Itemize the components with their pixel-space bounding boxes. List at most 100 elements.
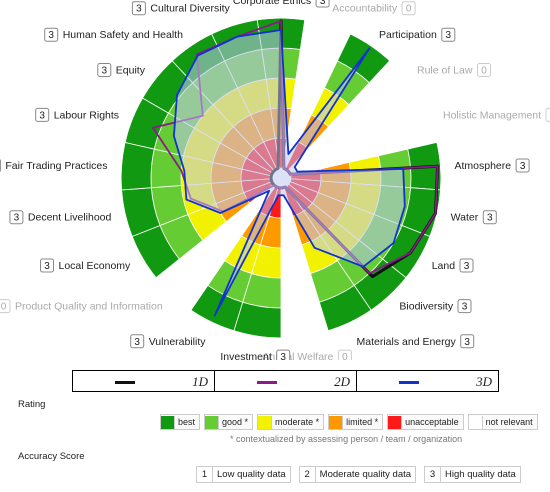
- score-box: [40, 258, 54, 273]
- radar-series: [152, 19, 440, 317]
- score-box: [401, 1, 416, 16]
- score-box: [337, 349, 352, 360]
- rating-legend: best good * moderate * limited * unacceptabl…: [160, 414, 538, 430]
- axis-label-vulnerability: Vulnerability 3: [130, 334, 207, 349]
- radar-labels: Corporate Ethics 3 Accountability 0 Particip…: [0, 0, 550, 360]
- rating-item-0: best: [160, 414, 201, 430]
- score-box: [477, 63, 491, 77]
- score-box: [441, 27, 456, 42]
- accuracy-item-0: 1 Low quality data: [196, 466, 291, 483]
- axis-name: Vulnerability: [149, 336, 207, 348]
- score-box: [131, 1, 146, 16]
- score-value: 3: [446, 30, 452, 41]
- rating-label: best: [178, 417, 196, 427]
- accuracy-title: Accuracy Score: [18, 451, 85, 462]
- axis-label-decent-livelihood: Decent Livelihood 3: [9, 210, 112, 225]
- legend-swatch-2d: [257, 381, 277, 384]
- axis-name: Water: [451, 212, 479, 224]
- legend-entry-1d: 1D: [73, 371, 214, 391]
- axis-name: Biodiversity: [399, 301, 453, 313]
- axis-label-fair-trading-practices: Fair Trading Practices3: [0, 159, 108, 172]
- score-box: [315, 0, 330, 8]
- axis-name: Product Quality and Information: [15, 301, 163, 313]
- rating-label: unacceptable: [405, 417, 459, 427]
- axis-name: Labour Rights: [54, 109, 119, 121]
- score-box: [130, 334, 145, 349]
- accuracy-legend: 1 Low quality data 2 Moderate quality data 3…: [196, 466, 521, 483]
- rating-swatch: [205, 415, 220, 429]
- rating-swatch: [258, 415, 273, 429]
- rating-item-1: good *: [204, 414, 254, 430]
- axis-name: Fair Trading Practices: [5, 160, 107, 172]
- score-value: 3: [102, 66, 108, 77]
- accuracy-item-1: 2 Moderate quality data: [298, 466, 417, 483]
- axis-label-product-quality-and-information: Product Quality and Information 0: [0, 299, 163, 314]
- axis-name: Accountability: [332, 3, 398, 15]
- axis-name: Equity: [116, 65, 146, 77]
- accuracy-label: High quality data: [445, 469, 516, 480]
- axis-label-accountability: Accountability 0: [332, 1, 416, 16]
- score-box: [457, 299, 472, 314]
- score-value: 0: [342, 352, 348, 360]
- rating-label: moderate *: [275, 417, 320, 427]
- score-value: 3: [280, 352, 286, 360]
- radar-outline: [120, 17, 442, 339]
- rating-swatch: [161, 415, 175, 429]
- rating-swatch: [388, 415, 403, 429]
- accuracy-number: 3: [425, 467, 442, 482]
- score-value: 3: [487, 213, 493, 224]
- score-box: [276, 349, 291, 360]
- score-box: [97, 63, 112, 77]
- rating-label: not relevant: [485, 417, 533, 427]
- score-value: 3: [320, 0, 326, 7]
- rating-item-4: unacceptable: [387, 414, 464, 430]
- legend-label-3d: 3D: [476, 374, 492, 389]
- rating-label: good *: [222, 417, 249, 427]
- score-value: 0: [406, 4, 412, 15]
- accuracy-label: Moderate quality data: [319, 469, 412, 480]
- axis-name: Corporate Ethics: [233, 0, 311, 7]
- score-box: [459, 258, 474, 273]
- axis-name: Materials and Energy: [357, 336, 457, 348]
- score-value: 0: [481, 66, 487, 77]
- dimension-line-legend: 1D 2D 3D: [72, 370, 499, 392]
- score-value: 3: [39, 110, 45, 121]
- legend-label-2d: 2D: [334, 374, 350, 389]
- axis-name: Holistic Management: [443, 109, 541, 121]
- rating-item-3: limited *: [328, 414, 384, 430]
- axis-name: Land: [432, 260, 456, 272]
- rating-title: Rating: [18, 399, 46, 410]
- legend-swatch-1d: [115, 381, 135, 384]
- score-value: 3: [14, 213, 20, 224]
- accuracy-label: Low quality data: [217, 469, 286, 480]
- axis-name: Participation: [379, 29, 437, 41]
- rating-item-2: moderate *: [257, 414, 325, 430]
- axis-name: Animal Welfare: [262, 351, 333, 360]
- score-value: 3: [520, 161, 526, 172]
- score-box: [35, 107, 50, 122]
- score-value: 3: [134, 337, 140, 348]
- score-box: [9, 210, 24, 225]
- legend-entry-2d: 2D: [214, 371, 356, 391]
- axis-name: Rule of Law: [417, 65, 473, 77]
- score-box: [515, 158, 530, 173]
- axis-label-equity: Equity 3: [97, 63, 146, 77]
- axis-name: Human Safety and Health: [63, 29, 183, 41]
- axis-label-participation: Participation 3: [379, 27, 456, 42]
- axis-name: Cultural Diversity: [150, 3, 230, 15]
- rating-note: * contextualized by assessing person / t…: [230, 434, 463, 444]
- accuracy-number: 2: [300, 467, 316, 482]
- axis-name: Local Economy: [59, 260, 132, 272]
- ring-sector: [120, 141, 155, 191]
- axis-label-water: Water 3: [451, 210, 497, 225]
- accuracy-item-2: 3 High quality data: [424, 466, 521, 483]
- axis-name: Investment: [220, 351, 271, 360]
- score-value: 3: [464, 337, 470, 348]
- axis-label-atmosphere: Atmosphere 3: [455, 158, 530, 173]
- score-box: [482, 210, 497, 225]
- axis-name: Atmosphere: [455, 160, 512, 172]
- rating-item-5: not relevant: [467, 414, 538, 430]
- score-value: 3: [464, 261, 470, 272]
- axis-label-materials-and-energy: Materials and Energy 3: [357, 334, 475, 349]
- axis-label-human-safety-and-health: Human Safety and Health 3: [44, 27, 183, 42]
